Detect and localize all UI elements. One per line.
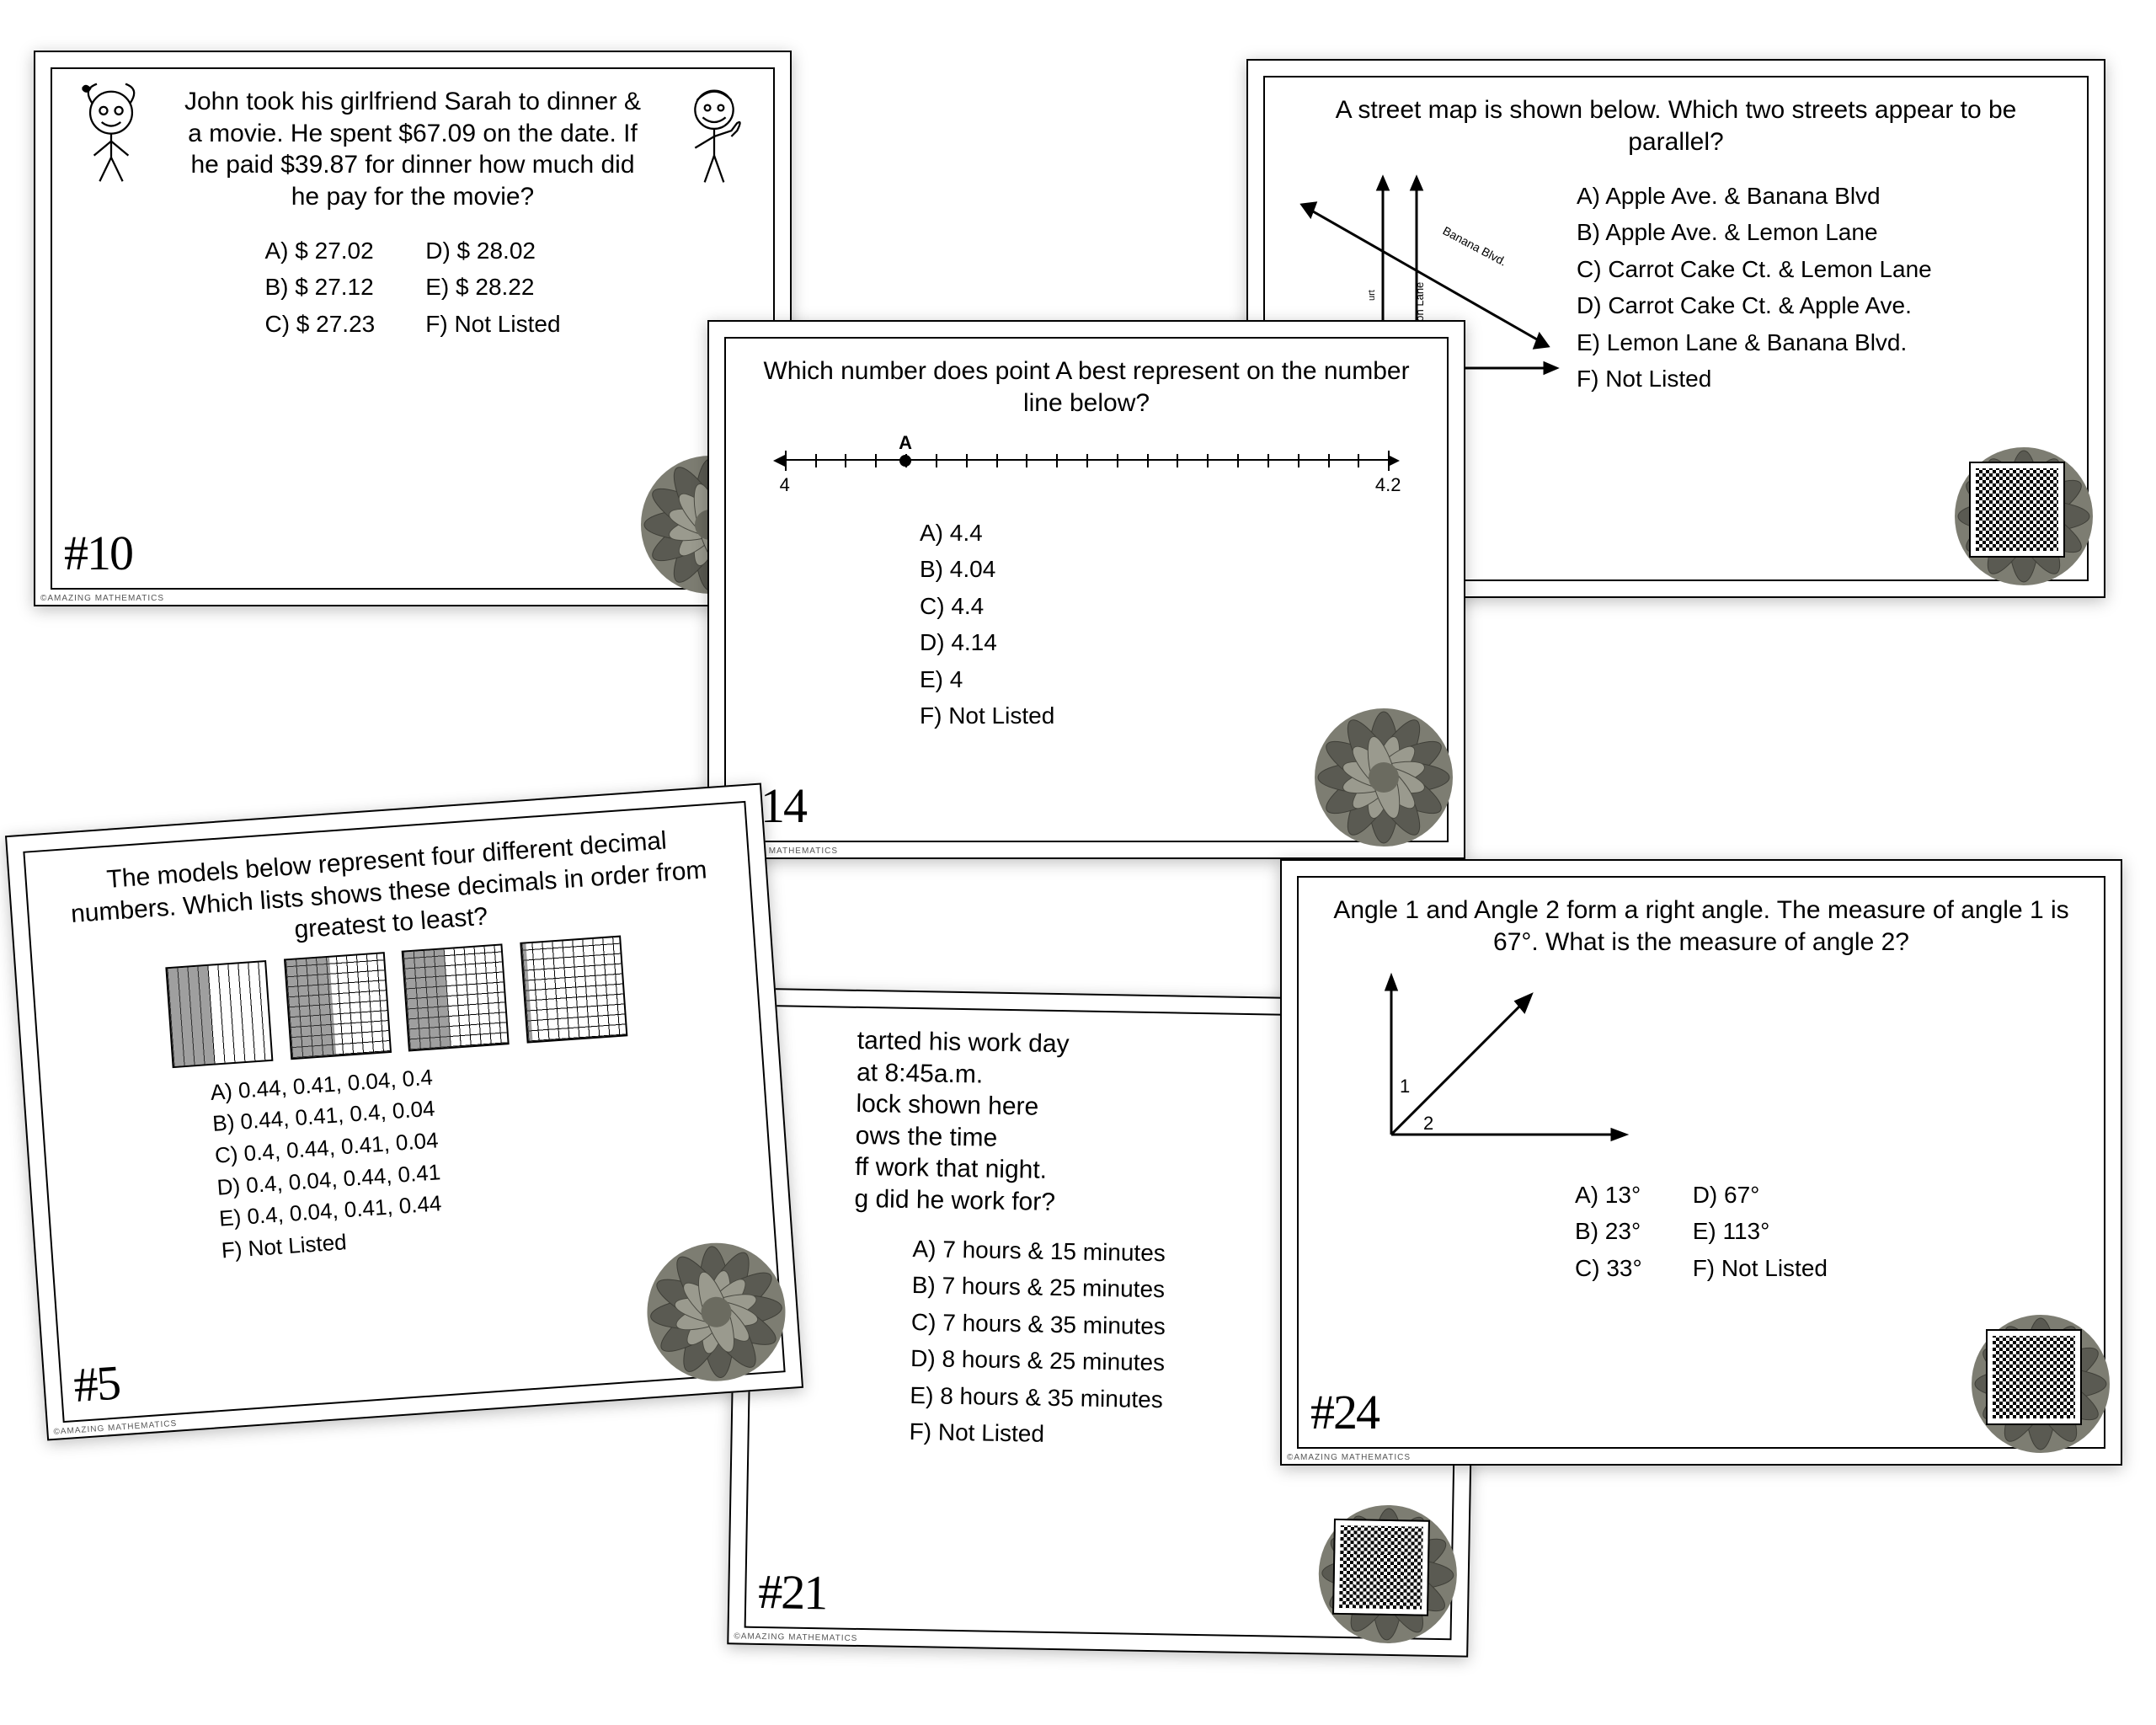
answer-c: C) $ 27.23 [264,306,375,342]
svg-text:1: 1 [1400,1076,1410,1097]
answer-b: B) 23° [1575,1213,1642,1249]
answer-f: F) Not Listed [1693,1250,1828,1286]
answer-c: C) 4.4 [920,588,1422,624]
answer-choices: A) 4.4 B) 4.04 C) 4.4 D) 4.14 E) 4 F) No… [920,515,1422,734]
card-number: #21 [758,1563,827,1621]
succulent-icon [1312,706,1455,849]
answer-f: F) Not Listed [425,306,560,342]
question-text: A street map is shown below. Which two s… [1290,94,2062,158]
question-text: Which number does point A best represent… [751,355,1422,419]
answer-f: F) Not Listed [1577,360,2062,397]
answer-choices: A) 13° B) 23° C) 33° D) 67° E) 113° F) N… [1324,1177,2079,1286]
answer-b: B) $ 27.12 [264,269,375,305]
answer-a: A) 4.4 [920,515,1422,551]
card-number: #10 [64,525,132,581]
boy-doodle-icon [664,77,765,195]
question-text: John took his girlfriend Sarah to dinner… [77,86,748,212]
answer-a: A) 13° [1575,1177,1642,1213]
card-number: #5 [72,1354,121,1413]
answer-d: D) Carrot Cake Ct. & Apple Ave. [1577,287,2062,323]
answer-e: E) 4 [920,661,1422,697]
answer-d: D) $ 28.02 [425,232,560,269]
copyright-footer: ©AMAZING MATHEMATICS [40,594,164,603]
svg-text:2: 2 [1423,1113,1433,1134]
answer-d: D) 4.14 [920,624,1422,660]
question-text: Angle 1 and Angle 2 form a right angle. … [1324,895,2079,958]
number-line-diagram: A44.2 [785,459,1388,501]
qr-code-icon [1971,463,2063,556]
angle-diagram: 1 2 [1358,966,1644,1168]
task-card-14: Which number does point A best represent… [707,320,1465,859]
task-card-10: John took his girlfriend Sarah to dinner… [34,51,792,606]
answer-c: C) 33° [1575,1250,1642,1286]
answer-d: D) 67° [1693,1177,1828,1213]
task-card-24: Angle 1 and Angle 2 form a right angle. … [1280,859,2122,1466]
answer-a: A) $ 27.02 [264,232,375,269]
qr-code-icon [1988,1331,2080,1423]
answer-c: C) Carrot Cake Ct. & Lemon Lane [1577,251,2062,287]
svg-text:Banana Blvd.: Banana Blvd. [1441,224,1509,269]
answer-choices: A) 0.44, 0.41, 0.04, 0.4 B) 0.44, 0.41, … [210,1040,749,1267]
answer-choices: A) Apple Ave. & Banana Blvd B) Apple Ave… [1577,178,2062,452]
answer-e: E) Lemon Lane & Banana Blvd. [1577,324,2062,360]
answer-e: E) $ 28.22 [425,269,560,305]
girl-doodle-icon [61,77,162,195]
task-card-5: The models below represent four differen… [5,782,803,1440]
answer-b: B) Apple Ave. & Lemon Lane [1577,214,2062,250]
svg-text:urt: urt [1367,290,1377,301]
card-number: #24 [1310,1384,1379,1440]
qr-code-icon [1334,1520,1428,1615]
answer-choices: A) $ 27.02 B) $ 27.12 C) $ 27.23 D) $ 28… [77,232,748,342]
succulent-icon [640,1236,792,1388]
copyright-footer: ©AMAZING MATHEMATICS [1287,1453,1411,1462]
answer-e: E) 113° [1693,1213,1828,1249]
answer-b: B) 4.04 [920,551,1422,587]
copyright-footer: ©AMAZING MATHEMATICS [734,1632,857,1643]
answer-a: A) Apple Ave. & Banana Blvd [1577,178,2062,214]
